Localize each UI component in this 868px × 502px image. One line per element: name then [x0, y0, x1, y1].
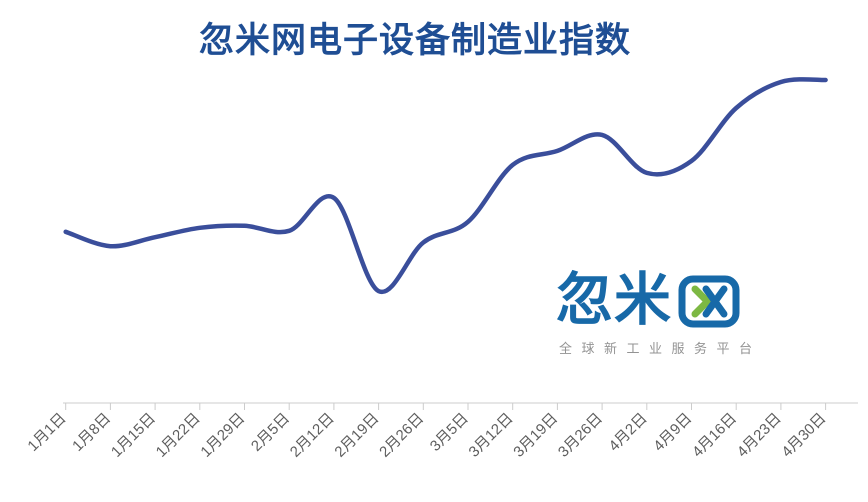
- x-axis-label: 2月26日: [376, 410, 427, 461]
- chart-title: 忽米网电子设备制造业指数: [198, 21, 631, 60]
- logo-brand-row: 忽米: [556, 272, 762, 329]
- x-axis-label: 3月12日: [466, 410, 517, 461]
- logo-brand-text: 忽米: [556, 268, 672, 332]
- logo-frame: [678, 275, 740, 328]
- x-axis-label: 1月22日: [153, 410, 204, 461]
- x-axis-label: 4月16日: [689, 410, 740, 461]
- index-line-series: [63, 77, 828, 295]
- logo-chevron-icon: [691, 285, 711, 318]
- x-axis-label: 3月19日: [510, 410, 561, 461]
- logo-x-mark-stroke2: [702, 285, 728, 318]
- logo-subtitle: 全球新工业服务平台: [559, 341, 762, 356]
- x-axis-label: 1月1日: [24, 410, 69, 455]
- x-axis-label: 4月2日: [606, 410, 651, 455]
- x-axis-label: 2月12日: [287, 410, 338, 461]
- humi-logo-watermark: 忽米 全球新工业服务平台: [556, 272, 762, 357]
- x-axis-label: 4月23日: [734, 410, 785, 461]
- logo-wang-glyph: [678, 275, 740, 328]
- x-axis-label: 1月29日: [197, 410, 248, 461]
- x-axis-label: 3月26日: [555, 410, 606, 461]
- x-axis-label: 2月19日: [331, 410, 382, 461]
- x-axis-label: 4月30日: [778, 410, 829, 461]
- x-axis-label: 1月15日: [108, 410, 159, 461]
